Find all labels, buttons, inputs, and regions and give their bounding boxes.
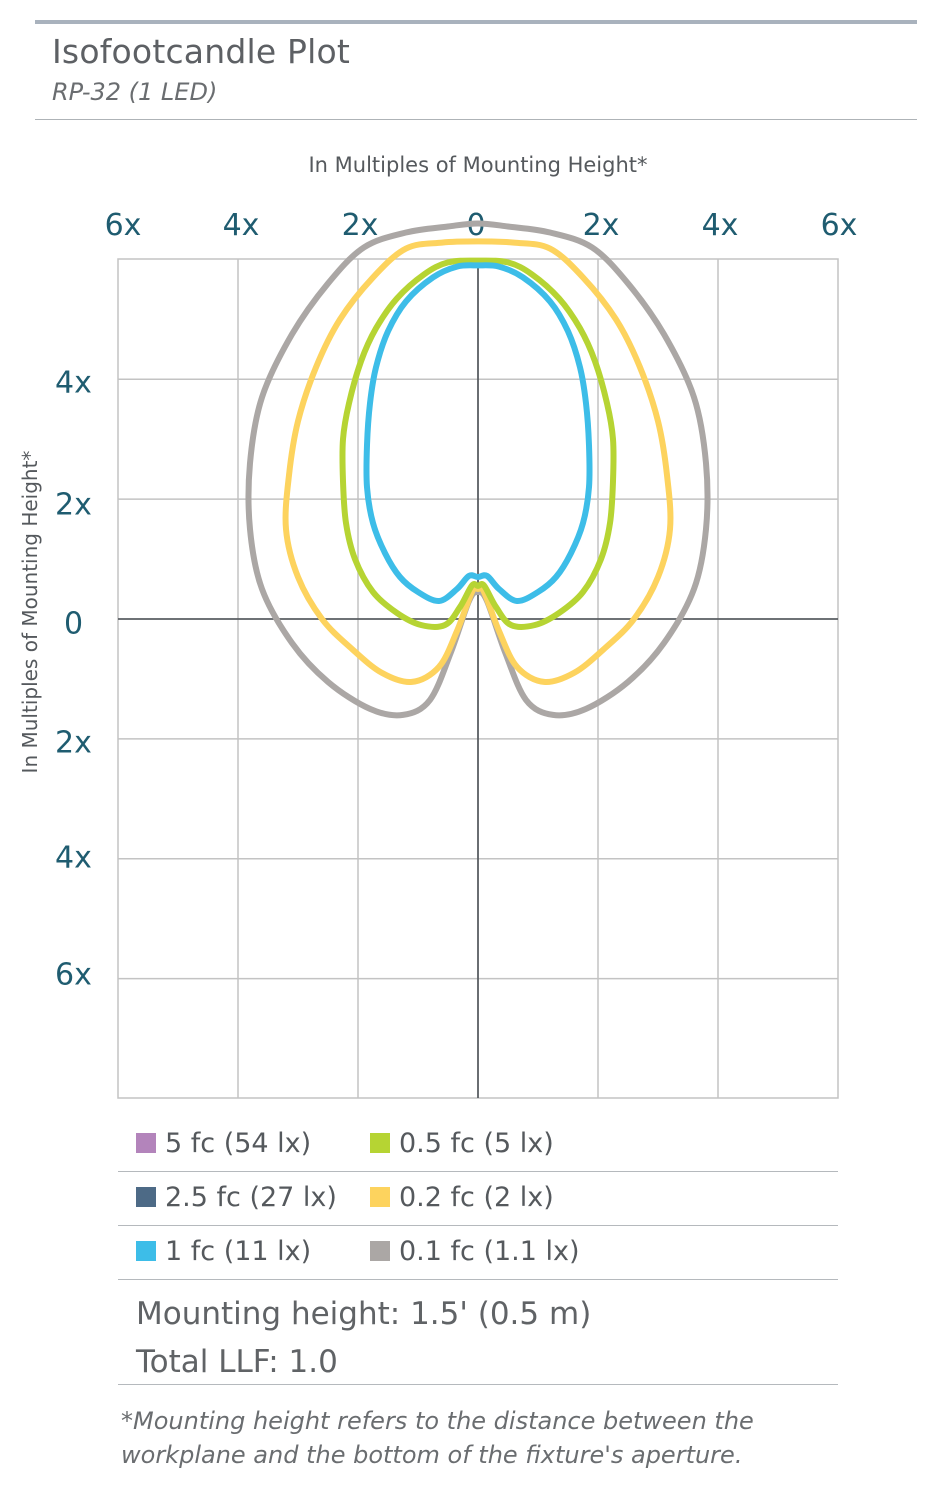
legend-row: 1 fc (11 lx) 0.1 fc (1.1 lx) [118,1226,838,1280]
x-tick-label: 2x [582,208,620,243]
contours [245,220,711,719]
x-tick-label: 4x [701,208,739,243]
contour-0.2fc [282,238,674,686]
footnote-line: workplane and the bottom of the fixture'… [121,1441,743,1469]
legend-swatch [370,1241,390,1261]
legend-item-1fc: 1 fc (11 lx) [136,1236,311,1267]
legend-label: 5 fc (54 lx) [165,1128,312,1159]
y-tick-label: 4x [55,365,92,401]
legend-item-0.2fc: 0.2 fc (2 lx) [370,1182,554,1213]
legend-label: 0.5 fc (5 lx) [399,1128,554,1159]
legend-item-2.5fc: 2.5 fc (27 lx) [136,1182,337,1213]
grid [117,258,839,1099]
header-divider [35,119,917,120]
x-tick-label: 4x [222,208,260,243]
y-tick-label: 6x [55,957,92,993]
contour-0.1fc [245,220,711,719]
x-tick-label: 6x [104,208,142,243]
legend-label: 0.2 fc (2 lx) [399,1182,554,1213]
top-rule [35,20,917,24]
mounting-height-text: Mounting height: 1.5' (0.5 m) [136,1296,592,1332]
legend-swatch [136,1133,156,1153]
isofootcandle-plot [117,220,839,1099]
legend-row: 2.5 fc (27 lx) 0.2 fc (2 lx) [118,1172,838,1226]
footnote: *Mounting height refers to the distance … [121,1404,921,1472]
contour-0.5fc [339,257,617,630]
legend-label: 0.1 fc (1.1 lx) [399,1236,580,1267]
footnote-line: *Mounting height refers to the distance … [121,1407,754,1435]
legend-swatch [136,1187,156,1207]
legend-item-5fc: 5 fc (54 lx) [136,1128,311,1159]
x-tick-label: 6x [820,208,858,243]
chart-subtitle: RP-32 (1 LED) [52,78,218,106]
legend-swatch [136,1241,156,1261]
x-axis-title: In Multiples of Mounting Height* [308,153,648,177]
chart-title: Isofootcandle Plot [52,32,351,71]
legend: 5 fc (54 lx) 0.5 fc (5 lx) 2.5 fc (27 lx… [118,1118,838,1280]
legend-swatch [370,1187,390,1207]
legend-item-0.1fc: 0.1 fc (1.1 lx) [370,1236,580,1267]
y-tick-label: 0 [64,606,84,642]
contour-1fc [363,262,593,604]
x-tick-label: 2x [341,208,379,243]
legend-swatch [370,1133,390,1153]
legend-label: 2.5 fc (27 lx) [165,1182,337,1213]
mounting-info: Mounting height: 1.5' (0.5 m) Total LLF:… [136,1290,591,1386]
y-tick-label: 4x [55,840,92,876]
legend-item-0.5fc: 0.5 fc (5 lx) [370,1128,554,1159]
legend-label: 1 fc (11 lx) [165,1236,312,1267]
legend-row: 5 fc (54 lx) 0.5 fc (5 lx) [118,1118,838,1172]
info-divider [118,1384,838,1385]
y-tick-label: 2x [55,725,92,761]
y-tick-label: 2x [55,487,92,523]
total-llf-text: Total LLF: 1.0 [136,1344,338,1380]
